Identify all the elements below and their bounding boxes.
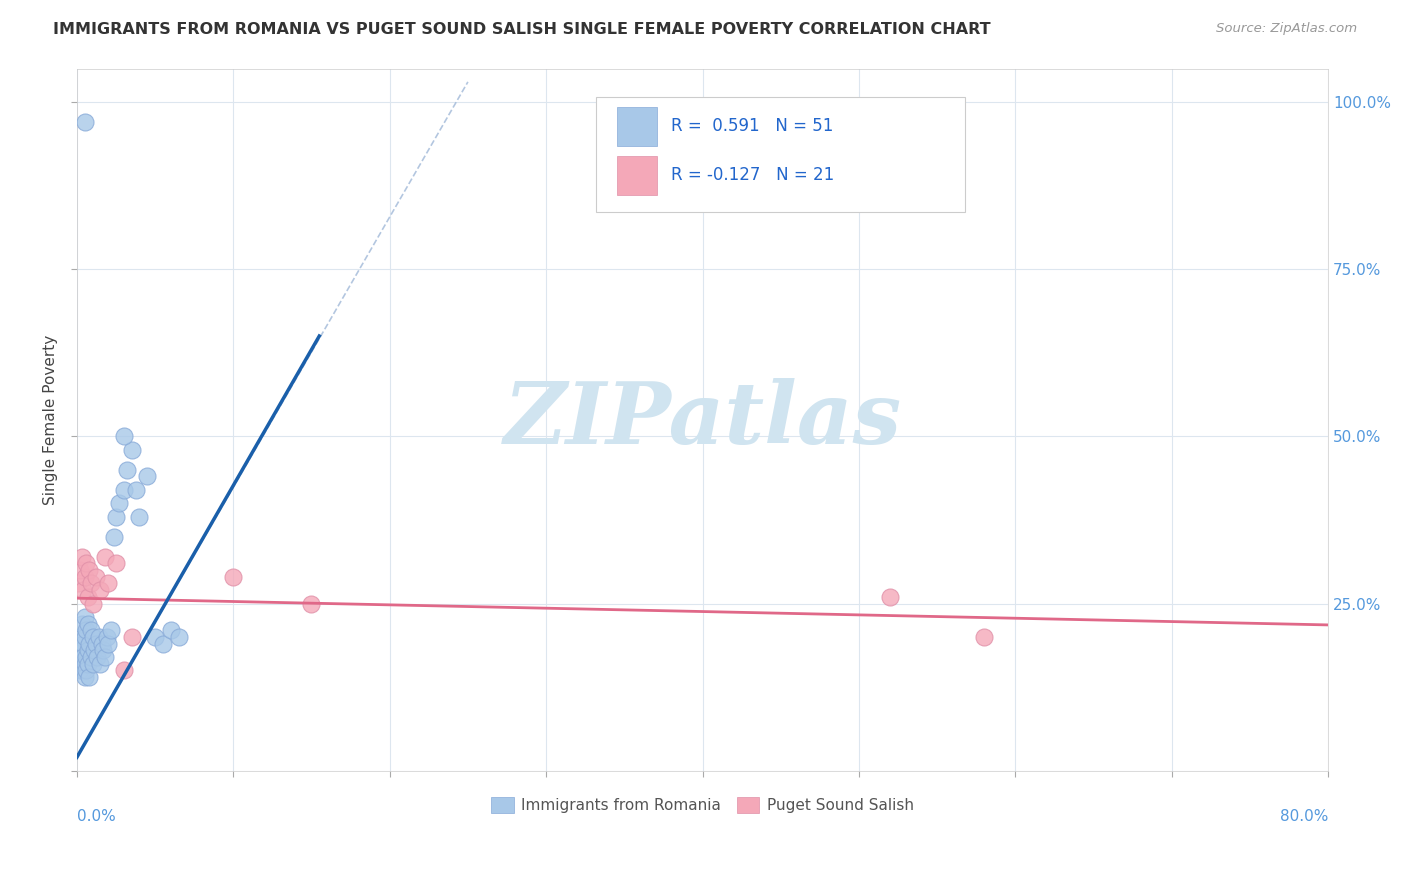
Point: [97, 637, 120, 651]
Point: [115, 463, 138, 477]
Point: [76, 590, 98, 604]
Point: [301, 597, 323, 611]
Point: [112, 429, 135, 443]
Point: [89, 657, 111, 671]
Point: [90, 637, 112, 651]
Text: R =  0.591   N = 51: R = 0.591 N = 51: [671, 117, 834, 135]
Point: [70, 549, 93, 564]
Point: [80, 576, 103, 591]
Point: [973, 630, 995, 644]
Text: Source: ZipAtlas.com: Source: ZipAtlas.com: [1216, 22, 1357, 36]
Point: [152, 637, 174, 651]
Point: [73, 657, 96, 671]
Point: [167, 630, 190, 644]
Point: [72, 664, 94, 678]
Point: [136, 469, 159, 483]
Point: [112, 664, 135, 678]
Point: [104, 509, 127, 524]
Point: [121, 630, 143, 644]
Point: [80, 624, 103, 638]
Point: [143, 630, 166, 644]
Point: [72, 637, 94, 651]
Point: [121, 442, 143, 457]
Text: R = -0.127   N = 21: R = -0.127 N = 21: [671, 166, 835, 185]
Point: [75, 650, 97, 665]
Y-axis label: Single Female Poverty: Single Female Poverty: [44, 334, 58, 505]
Legend: Immigrants from Romania, Puget Sound Salish: Immigrants from Romania, Puget Sound Sal…: [485, 791, 921, 819]
Point: [159, 624, 181, 638]
Point: [82, 630, 104, 644]
Text: ZIPatlas: ZIPatlas: [503, 378, 901, 461]
Point: [100, 624, 122, 638]
Point: [69, 563, 91, 577]
Point: [79, 563, 101, 577]
Point: [75, 557, 97, 571]
Point: [82, 597, 104, 611]
Point: [80, 650, 103, 665]
Point: [72, 650, 94, 665]
Point: [128, 509, 150, 524]
FancyBboxPatch shape: [617, 156, 658, 195]
Point: [73, 115, 96, 129]
Point: [97, 576, 120, 591]
FancyBboxPatch shape: [617, 107, 658, 145]
Point: [94, 650, 117, 665]
Point: [73, 570, 96, 584]
Point: [86, 650, 108, 665]
Point: [73, 630, 96, 644]
Point: [125, 483, 148, 497]
Point: [83, 643, 105, 657]
Point: [75, 624, 97, 638]
Point: [79, 637, 101, 651]
Point: [70, 657, 93, 671]
FancyBboxPatch shape: [596, 96, 966, 212]
Point: [108, 496, 131, 510]
Text: 0.0%: 0.0%: [77, 809, 115, 824]
Point: [67, 643, 90, 657]
Text: IMMIGRANTS FROM ROMANIA VS PUGET SOUND SALISH SINGLE FEMALE POVERTY CORRELATION : IMMIGRANTS FROM ROMANIA VS PUGET SOUND S…: [53, 22, 991, 37]
Point: [70, 643, 93, 657]
Point: [79, 670, 101, 684]
Point: [84, 637, 107, 651]
Point: [104, 557, 127, 571]
Point: [75, 664, 97, 678]
Point: [222, 570, 245, 584]
Point: [112, 483, 135, 497]
Point: [69, 664, 91, 678]
Point: [73, 610, 96, 624]
Text: 80.0%: 80.0%: [1279, 809, 1329, 824]
Point: [76, 616, 98, 631]
Point: [67, 576, 90, 591]
Point: [69, 630, 91, 644]
Point: [96, 630, 118, 644]
Point: [73, 670, 96, 684]
Point: [84, 570, 107, 584]
Point: [103, 530, 125, 544]
Point: [89, 583, 111, 598]
Point: [82, 657, 104, 671]
Point: [879, 590, 901, 604]
Point: [93, 643, 115, 657]
Point: [72, 583, 94, 598]
Point: [87, 630, 110, 644]
Point: [70, 616, 93, 631]
Point: [76, 643, 98, 657]
Point: [76, 657, 98, 671]
Point: [94, 549, 117, 564]
